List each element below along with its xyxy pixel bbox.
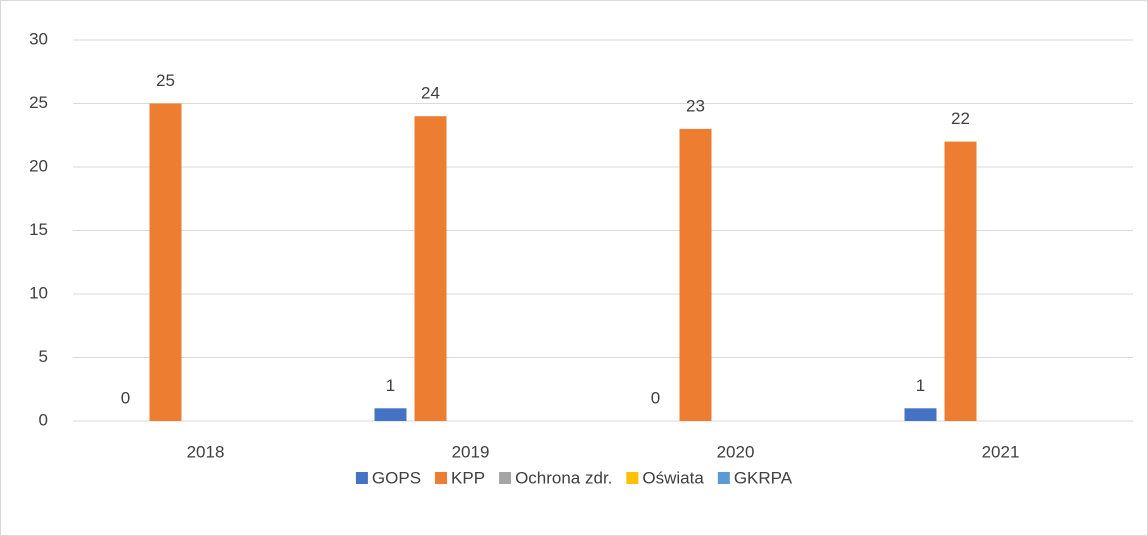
data-label: 0 (121, 388, 130, 407)
legend-label: GKRPA (734, 468, 793, 487)
x-tick-label: 2021 (982, 442, 1020, 461)
legend-swatch (499, 472, 512, 484)
legend-swatch (435, 472, 448, 484)
legend-label: GOPS (372, 468, 421, 487)
data-label: 0 (651, 388, 660, 407)
y-tick-label: 30 (29, 29, 48, 48)
data-label: 1 (916, 376, 925, 395)
y-tick-label: 5 (39, 347, 48, 366)
legend-label: Ochrona zdr. (515, 468, 612, 487)
x-tick-label: 2020 (717, 442, 755, 461)
data-label: 25 (156, 71, 175, 90)
y-tick-label: 0 (39, 410, 48, 429)
data-label: 23 (686, 96, 705, 115)
legend-swatch (626, 472, 639, 484)
legend-swatch (717, 472, 730, 484)
y-tick-label: 10 (29, 283, 48, 302)
bar (679, 128, 712, 421)
bar (149, 103, 182, 421)
y-tick-label: 25 (29, 93, 48, 112)
data-label: 22 (951, 109, 970, 128)
legend-label: Oświata (642, 468, 704, 487)
x-tick-label: 2019 (452, 442, 490, 461)
bar (374, 408, 407, 421)
bar (904, 408, 937, 421)
legend-swatch (355, 472, 368, 484)
data-label: 1 (386, 376, 395, 395)
x-tick-label: 2018 (187, 442, 225, 461)
y-tick-label: 15 (29, 220, 48, 239)
bar (414, 116, 447, 421)
y-tick-label: 20 (29, 156, 48, 175)
legend-label: KPP (451, 468, 485, 487)
data-label: 24 (421, 84, 440, 103)
bar (944, 141, 977, 421)
